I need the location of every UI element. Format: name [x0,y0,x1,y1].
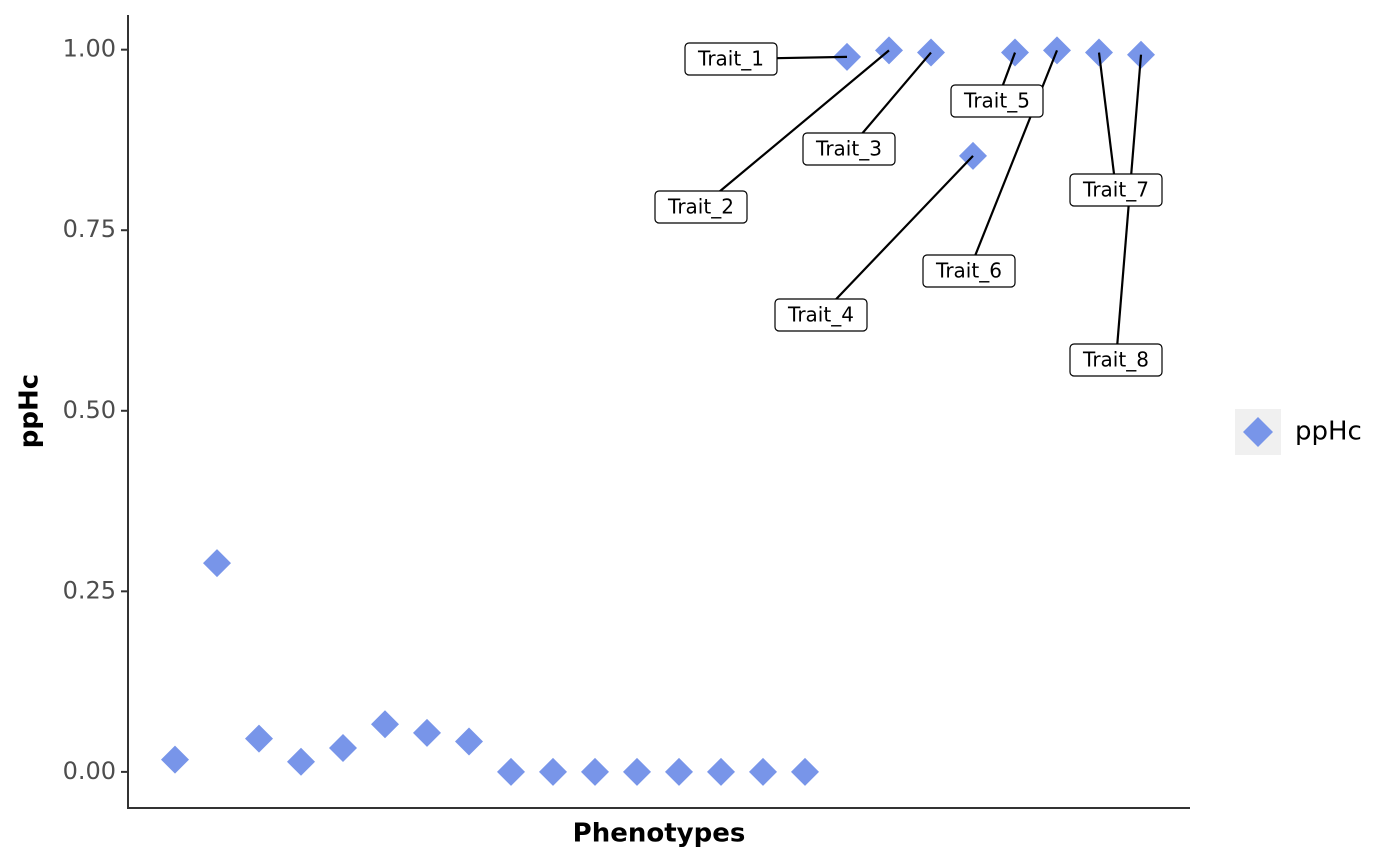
point [581,757,609,786]
point-label: Trait_1 [697,47,764,71]
point [245,724,273,753]
y-tick-label: 0.75 [63,215,116,243]
label-leader [700,49,890,208]
point [455,727,483,756]
point-label: Trait_3 [815,137,882,161]
label-leader [820,155,974,316]
label-box [684,42,778,76]
y-tick-label: 0.25 [63,576,116,604]
point [623,757,651,786]
point [371,710,399,739]
y-tick-label: 0.00 [63,757,116,785]
point [1043,36,1071,65]
point [665,757,693,786]
point [791,757,819,786]
point [161,745,189,774]
point [413,718,441,747]
point [875,36,903,65]
point-label: Trait_8 [1082,348,1149,372]
label-leader [967,49,1059,272]
label-box [1069,343,1163,377]
label-box [922,254,1016,288]
legend-marker [1243,417,1273,447]
point-label: Trait_4 [787,303,854,327]
x-axis-title: Phenotypes [573,819,746,849]
label-box [774,298,868,332]
point [539,757,567,786]
label-leader [1097,52,1118,191]
point [497,757,525,786]
point [707,757,735,786]
point-label: Trait_5 [963,89,1030,113]
label-box [1069,173,1163,207]
y-tick-label: 0.50 [63,396,116,424]
point [287,747,315,776]
point-label: Trait_7 [1082,178,1149,202]
label-leader [1114,54,1143,361]
point-label: Trait_6 [935,259,1002,283]
point [203,549,231,578]
point [329,734,357,763]
legend-label: ppHc [1295,417,1362,447]
point [749,757,777,786]
point [833,42,861,71]
label-box [950,84,1044,118]
point-label: Trait_2 [667,195,734,219]
label-box [802,132,896,166]
label-box [654,190,748,224]
y-axis-title: ppHc [15,374,45,448]
y-tick-label: 1.00 [63,35,116,63]
